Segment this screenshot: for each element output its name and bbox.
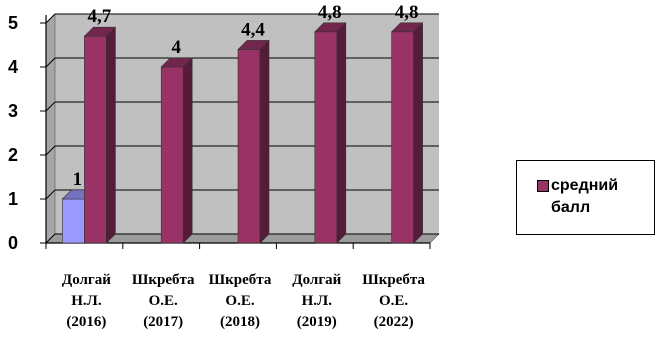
data-label: 4 — [171, 37, 181, 58]
bar-top — [314, 22, 347, 33]
bar-front — [84, 35, 107, 244]
data-label: 4,7 — [88, 6, 112, 27]
y-tick-label: 3 — [8, 101, 18, 121]
bar-front — [314, 31, 338, 244]
bar-top — [160, 57, 193, 68]
legend-label-avg-score: средний балл — [551, 177, 619, 216]
data-label: 4,4 — [241, 19, 265, 40]
bar-front — [237, 49, 261, 244]
bar — [390, 22, 424, 244]
y-tick-label: 5 — [8, 13, 18, 33]
gridline-side — [45, 13, 56, 24]
bar-side — [413, 22, 423, 244]
bar — [314, 22, 347, 244]
bar-side — [106, 26, 116, 244]
plot-side-wall — [45, 13, 56, 244]
gridline-side — [45, 101, 56, 112]
x-tick-label: Долгай Н.Л. (2016) — [62, 272, 111, 330]
bar — [237, 39, 270, 244]
y-tick-label: 1 — [8, 189, 18, 209]
data-label: 4,8 — [318, 2, 342, 23]
bar-side — [182, 57, 193, 244]
x-tick-label: Шкребта О.Е. (2018) — [209, 272, 272, 330]
bar-front — [391, 31, 414, 244]
x-tick-label: Долгай Н.Л. (2019) — [292, 272, 341, 330]
data-label: 4,8 — [395, 2, 419, 23]
y-tick-label: 2 — [8, 145, 18, 165]
legend: средний балл — [516, 160, 655, 235]
bar-top — [237, 40, 270, 50]
x-tick-label: Шкребта О.Е. (2022) — [362, 272, 425, 330]
y-tick-label: 0 — [8, 233, 18, 253]
legend-swatch-avg-score — [537, 180, 549, 192]
gridline-side — [45, 57, 56, 68]
bar-side — [259, 39, 270, 244]
bar-top — [390, 22, 424, 33]
gridline-side — [45, 145, 56, 156]
bar-front — [62, 198, 85, 244]
gridline-side — [45, 233, 56, 244]
data-label: 1 — [73, 169, 83, 190]
bar-front — [160, 66, 184, 244]
bar — [83, 26, 117, 244]
gridline-side — [45, 189, 56, 200]
bar-side — [336, 22, 347, 244]
bar — [160, 57, 193, 244]
bar-top — [83, 26, 117, 37]
x-tick-label: Шкребта О.Е. (2017) — [132, 272, 195, 330]
y-tick-label: 4 — [8, 57, 18, 77]
